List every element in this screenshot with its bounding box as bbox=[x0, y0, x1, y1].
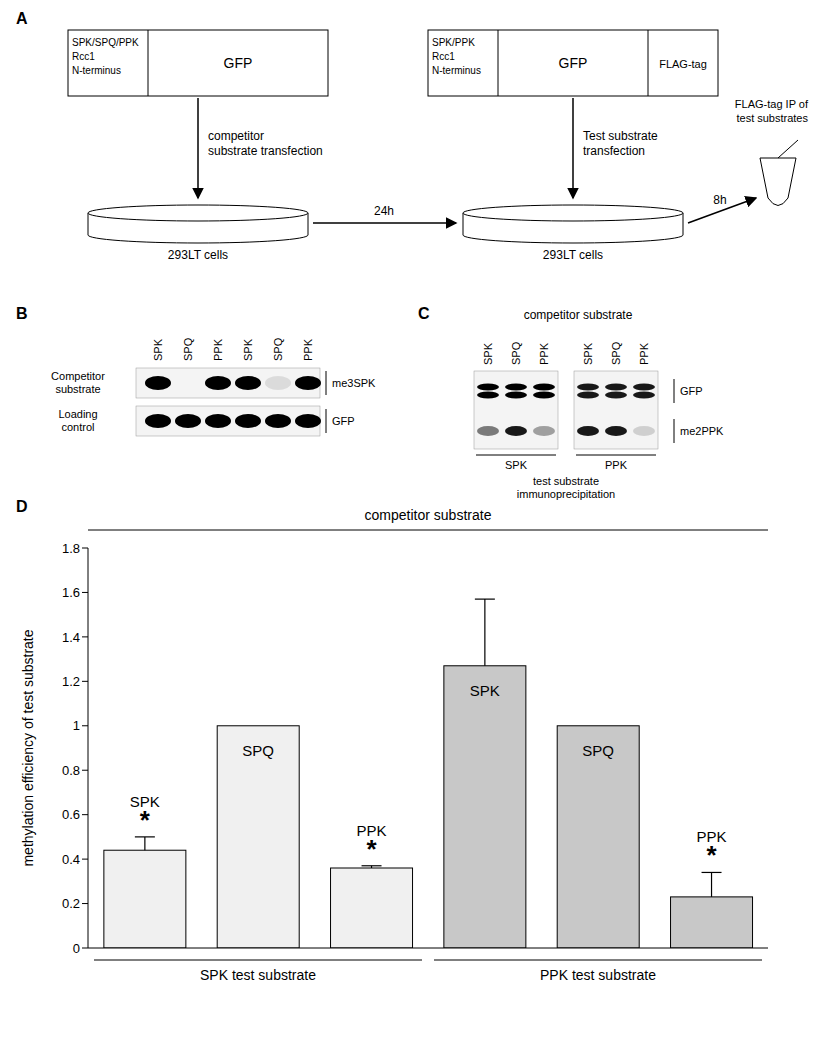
svg-text:SPK: SPK bbox=[505, 459, 528, 471]
svg-text:FLAG-tag: FLAG-tag bbox=[659, 58, 707, 70]
svg-text:293LT cells: 293LT cells bbox=[543, 248, 603, 262]
svg-text:0.6: 0.6 bbox=[62, 807, 80, 822]
svg-text:1: 1 bbox=[73, 718, 80, 733]
svg-text:SPK test substrate: SPK test substrate bbox=[200, 967, 316, 983]
svg-text:Rcc1: Rcc1 bbox=[72, 51, 95, 62]
svg-text:Rcc1: Rcc1 bbox=[432, 51, 455, 62]
svg-text:SPQ: SPQ bbox=[510, 341, 522, 365]
svg-text:PPK: PPK bbox=[696, 828, 727, 846]
svg-text:B: B bbox=[16, 305, 28, 322]
svg-text:substrate transfection: substrate transfection bbox=[208, 144, 323, 158]
svg-text:0.2: 0.2 bbox=[62, 896, 80, 911]
svg-text:0.4: 0.4 bbox=[62, 852, 80, 867]
svg-text:competitor substrate: competitor substrate bbox=[365, 507, 492, 523]
svg-text:SPQ: SPQ bbox=[242, 742, 274, 759]
svg-text:PPK: PPK bbox=[538, 342, 550, 365]
svg-text:GFP: GFP bbox=[559, 55, 588, 71]
svg-text:SPK: SPK bbox=[582, 342, 594, 365]
svg-text:1.4: 1.4 bbox=[62, 630, 80, 645]
svg-text:PPK: PPK bbox=[605, 459, 628, 471]
svg-text:C: C bbox=[418, 305, 430, 322]
svg-text:SPQ: SPQ bbox=[272, 337, 284, 361]
svg-text:test substrate: test substrate bbox=[533, 475, 599, 487]
svg-text:PPK: PPK bbox=[212, 338, 224, 361]
svg-text:0: 0 bbox=[73, 941, 80, 956]
svg-text:SPK: SPK bbox=[470, 682, 500, 699]
svg-text:1.2: 1.2 bbox=[62, 674, 80, 689]
svg-text:1.6: 1.6 bbox=[62, 585, 80, 600]
svg-text:test substrates: test substrates bbox=[736, 112, 808, 124]
svg-text:SPK: SPK bbox=[482, 342, 494, 365]
svg-text:0.8: 0.8 bbox=[62, 763, 80, 778]
svg-text:PPK: PPK bbox=[302, 338, 314, 361]
svg-text:GFP: GFP bbox=[224, 55, 253, 71]
svg-text:competitor substrate: competitor substrate bbox=[524, 308, 633, 322]
svg-text:Loading: Loading bbox=[58, 408, 97, 420]
svg-text:transfection: transfection bbox=[583, 144, 645, 158]
svg-text:*: * bbox=[140, 805, 151, 835]
svg-text:me2PPK: me2PPK bbox=[680, 425, 724, 437]
svg-text:*: * bbox=[366, 834, 377, 864]
svg-text:substrate: substrate bbox=[55, 383, 100, 395]
svg-text:*: * bbox=[706, 840, 717, 870]
svg-text:immunoprecipitation: immunoprecipitation bbox=[517, 488, 615, 500]
svg-text:N-terminus: N-terminus bbox=[432, 65, 481, 76]
svg-text:competitor: competitor bbox=[208, 129, 264, 143]
svg-text:GFP: GFP bbox=[680, 385, 703, 397]
svg-text:293LT cells: 293LT cells bbox=[168, 248, 228, 262]
svg-text:PPK: PPK bbox=[356, 821, 387, 839]
svg-text:SPK: SPK bbox=[152, 338, 164, 361]
svg-text:methylation efficiency of test: methylation efficiency of test substrate bbox=[20, 629, 36, 866]
svg-text:N-terminus: N-terminus bbox=[72, 65, 121, 76]
svg-text:A: A bbox=[16, 10, 28, 27]
svg-text:SPQ: SPQ bbox=[182, 337, 194, 361]
svg-text:me3SPK: me3SPK bbox=[332, 377, 376, 389]
svg-text:GFP: GFP bbox=[332, 415, 355, 427]
html-text:D: D bbox=[16, 498, 28, 515]
svg-text:1.8: 1.8 bbox=[62, 541, 80, 556]
svg-text:SPK/PPK: SPK/PPK bbox=[432, 37, 475, 48]
svg-text:PPK test substrate: PPK test substrate bbox=[540, 967, 656, 983]
svg-text:SPK: SPK bbox=[242, 338, 254, 361]
svg-text:SPK/SPQ/PPK: SPK/SPQ/PPK bbox=[72, 37, 139, 48]
svg-text:SPQ: SPQ bbox=[582, 742, 614, 759]
svg-text:24h: 24h bbox=[374, 204, 394, 218]
svg-text:8h: 8h bbox=[713, 193, 726, 207]
svg-text:control: control bbox=[61, 421, 94, 433]
svg-text:SPQ: SPQ bbox=[610, 341, 622, 365]
svg-text:Competitor: Competitor bbox=[51, 370, 105, 382]
svg-text:SPK: SPK bbox=[129, 792, 160, 810]
svg-text:FLAG-tag IP of: FLAG-tag IP of bbox=[735, 98, 809, 110]
svg-text:PPK: PPK bbox=[638, 342, 650, 365]
svg-text:Test substrate: Test substrate bbox=[583, 129, 658, 143]
